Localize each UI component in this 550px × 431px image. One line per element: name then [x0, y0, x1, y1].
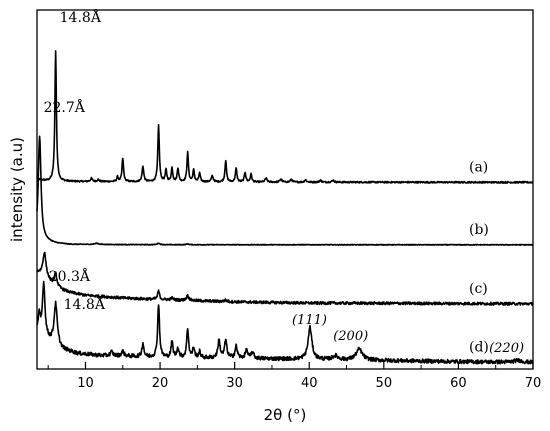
x-tick-label: 20 [152, 376, 169, 391]
x-axis-title: 2θ (°) [264, 406, 307, 424]
y-axis-title: intensity (a.u) [8, 137, 26, 242]
peak-annotation-2: 22.7Å [44, 98, 86, 116]
peak-annotation-1: 14.8Å [60, 8, 102, 26]
plot-frame [36, 9, 534, 370]
peak-annotation-3: 20.3Å [49, 267, 91, 285]
x-tick-label: 50 [376, 376, 393, 391]
series-line-4 [36, 280, 534, 365]
series-line-2 [36, 135, 534, 246]
peak-annotation-4: 14.8Å [64, 295, 106, 313]
x-tick-label: 10 [77, 376, 94, 391]
series-label-4: (d) [469, 340, 489, 356]
peak-annotation-7: (220) [489, 341, 524, 356]
series-line-1 [36, 50, 534, 184]
series-label-3: (c) [469, 281, 488, 297]
series-line-3 [36, 251, 534, 306]
x-tick-label: 70 [525, 376, 542, 391]
x-tick-label: 40 [301, 376, 318, 391]
peak-annotation-5: (111) [292, 313, 327, 328]
series-label-1: (a) [469, 159, 488, 175]
x-tick-label: 60 [450, 376, 467, 391]
x-tick-label: 30 [226, 376, 243, 391]
peak-annotation-6: (200) [333, 329, 368, 344]
series-label-2: (b) [469, 222, 489, 238]
